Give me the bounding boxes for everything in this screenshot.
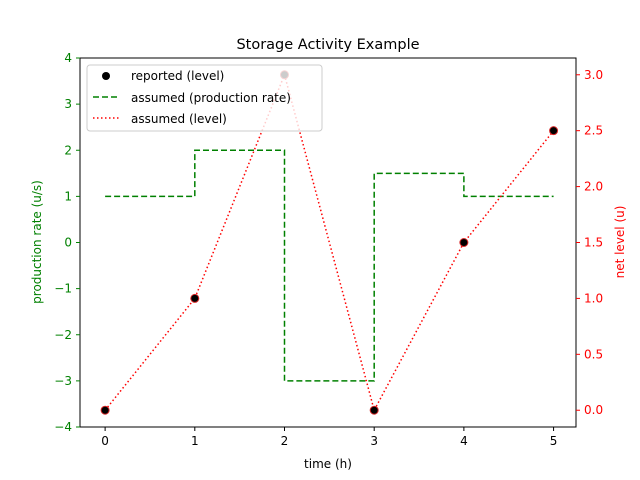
y-left-tick-label: −4 — [54, 420, 72, 434]
y-left-tick-label: 0 — [64, 236, 72, 250]
x-tick-label: 1 — [191, 434, 199, 448]
x-tick-label: 3 — [370, 434, 378, 448]
y-right-tick-label: 1.5 — [584, 236, 603, 250]
legend-marker-reported-level — [102, 72, 110, 80]
axis-layer: 0 1 2 3 4 5 −4 −3 −2 −1 0 1 2 3 4 0.0 0.5 1.0 1.5 2.0 2.5 3.0 — [54, 51, 603, 448]
legend: reported (level) assumed (production rat… — [86, 64, 323, 132]
legend-label-assumed-level: assumed (level) — [131, 112, 227, 126]
y-right-tick-label: 2.0 — [584, 180, 603, 194]
y-left-tick-label: 2 — [64, 143, 72, 157]
series-line-production-rate — [105, 149, 554, 382]
y-right-tick-label: 3.0 — [584, 68, 603, 82]
legend-label-reported-level: reported (level) — [131, 69, 224, 83]
legend-box — [86, 64, 323, 132]
y-axis-right-label: net level (u) — [613, 206, 627, 279]
y-left-tick-label: −2 — [54, 328, 72, 342]
data-point-reported-level — [190, 293, 200, 303]
y-axis-left-label: production rate (u/s) — [30, 180, 44, 304]
y-left-tick-label: −3 — [54, 374, 72, 388]
x-tick-label: 4 — [460, 434, 468, 448]
data-point-reported-level — [369, 405, 379, 415]
y-right-tick-label: 0.5 — [584, 347, 603, 361]
data-point-reported-level — [459, 238, 469, 247]
y-left-tick-label: 4 — [64, 51, 72, 65]
legend-label-production-rate: assumed (production rate) — [131, 91, 291, 105]
y-right-tick-label: 0.0 — [584, 403, 603, 417]
x-tick-label: 0 — [101, 434, 109, 448]
x-tick-label: 2 — [281, 434, 289, 448]
chart-title: Storage Activity Example — [236, 37, 419, 53]
data-point-reported-level — [549, 126, 559, 136]
y-right-tick-label: 1.0 — [584, 291, 603, 305]
data-point-reported-level — [100, 405, 110, 415]
x-tick-label: 5 — [550, 434, 558, 448]
y-left-tick-label: 3 — [64, 97, 72, 111]
y-left-tick-label: 1 — [64, 189, 72, 203]
y-right-tick-label: 2.5 — [584, 124, 603, 138]
x-axis-label: time (h) — [304, 457, 352, 471]
y-left-tick-label: −1 — [54, 282, 72, 296]
